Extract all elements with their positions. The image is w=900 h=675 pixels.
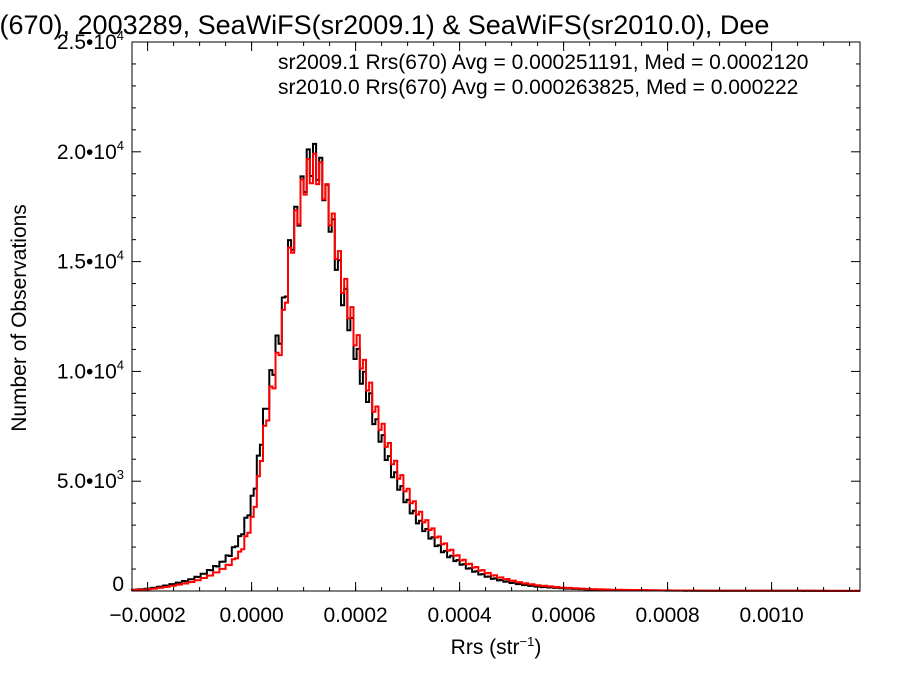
y-tick-label-base: 2.0•10 [57,141,117,164]
y-tick-label-5: 2.5•104 [57,28,124,54]
x-tick-label-3: 0.0004 [427,604,492,627]
x-tick-label-2: 0.0002 [323,604,387,627]
y-tick-label-base: 1.5•10 [57,251,117,274]
y-tick-label-3: 1.5•104 [57,248,124,274]
x-tick-label-4: 0.0006 [531,604,595,627]
y-tick-label-exponent: 4 [117,248,124,263]
y-tick-label-2: 1.0•104 [57,357,124,383]
x-axis-label-main: Rrs (str [451,636,520,659]
y-tick-label-exponent: 4 [117,28,124,43]
x-tick-label-1: 0.0000 [219,604,283,627]
x-axis-label-close: ) [534,636,541,659]
legend-entry-sr2010: sr2010.0 Rrs(670) Avg = 0.000263825, Med… [278,76,798,99]
legend-entry-sr2009: sr2009.1 Rrs(670) Avg = 0.000251191, Med… [278,51,808,74]
x-axis-label-exponent: −1 [520,634,535,649]
y-tick-label-1: 5.0•103 [57,467,124,493]
y-tick-label-4: 2.0•104 [57,138,124,164]
y-tick-label-exponent: 3 [117,467,124,482]
y-tick-label-exponent: 4 [117,138,124,153]
y-axis-label: Number of Observations [8,204,31,432]
x-tick-label-0: −0.0002 [109,604,186,627]
y-tick-label-base: 1.0•10 [57,360,117,383]
x-tick-label-6: 0.0010 [739,604,803,627]
y-tick-label-exponent: 4 [117,357,124,372]
x-tick-label-5: 0.0008 [635,604,699,627]
y-tick-label-base: 0 [112,573,124,596]
y-tick-label-base: 5.0•10 [57,470,117,493]
chart-title: s(670), 2003289, SeaWiFS(sr2009.1) & Sea… [0,10,769,40]
y-tick-label-0: 0 [112,573,124,596]
y-tick-label-base: 2.5•10 [57,31,117,54]
plot-frame [131,41,861,592]
tick-layer: −0.0002 0.0000 0.0002 0.0004 0.0006 0.0008 0.0… [57,28,860,627]
x-axis-label: Rrs (str−1) [451,634,542,659]
